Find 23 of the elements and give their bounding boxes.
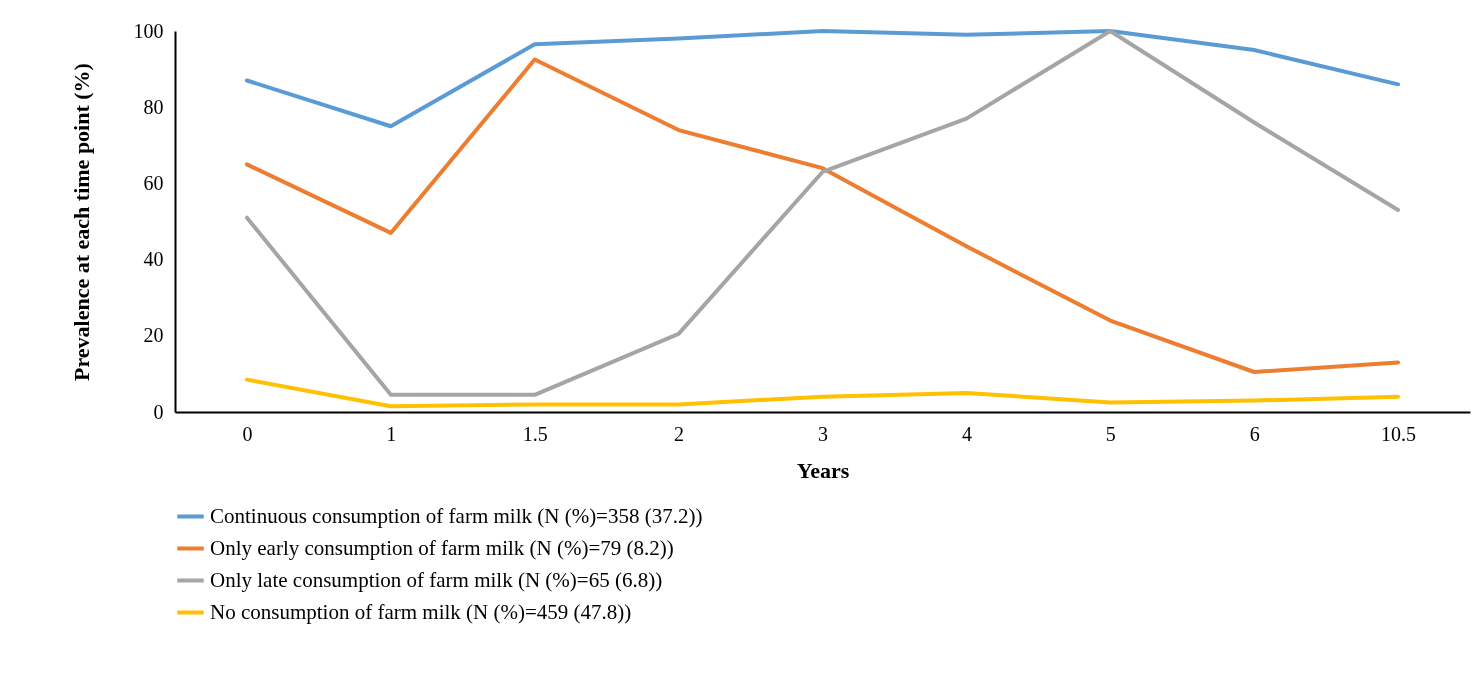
line-series <box>244 29 1401 129</box>
y-tick-label: 80 <box>143 95 164 118</box>
legend-label: Only late consumption of farm milk (N (%)=65 (6.8)) <box>210 567 663 592</box>
legend-label: Only early consumption of farm milk (N (%)=79 (8.2)) <box>210 535 674 560</box>
x-tick-label: 4 <box>961 422 972 445</box>
y-axis-title: Prevalence at each time point (%) <box>68 63 94 381</box>
x-tick-label: 0 <box>242 422 253 445</box>
legend-label: Continuous consumption of farm milk (N (%)=358 (37.2)) <box>210 503 703 528</box>
x-tick-label: 3 <box>818 422 828 445</box>
y-tick-label: 20 <box>143 324 164 347</box>
legend-label: No consumption of farm milk (N (%)=459 (47.8)) <box>210 599 632 624</box>
y-tick-label: 0 <box>153 400 164 423</box>
x-tick-label: 5 <box>1105 422 1116 445</box>
x-tick-label: 1 <box>386 422 397 445</box>
x-tick-label: 6 <box>1249 422 1260 445</box>
x-tick-label: 10.5 <box>1381 422 1417 445</box>
y-tick-label: 40 <box>143 248 164 271</box>
y-tick-label: 60 <box>143 171 164 194</box>
line-series <box>244 377 1401 409</box>
x-axis-title: Years <box>796 457 850 483</box>
x-tick-label: 2 <box>674 422 685 445</box>
x-tick-label: 1.5 <box>522 422 548 445</box>
y-tick-label: 100 <box>133 19 164 42</box>
